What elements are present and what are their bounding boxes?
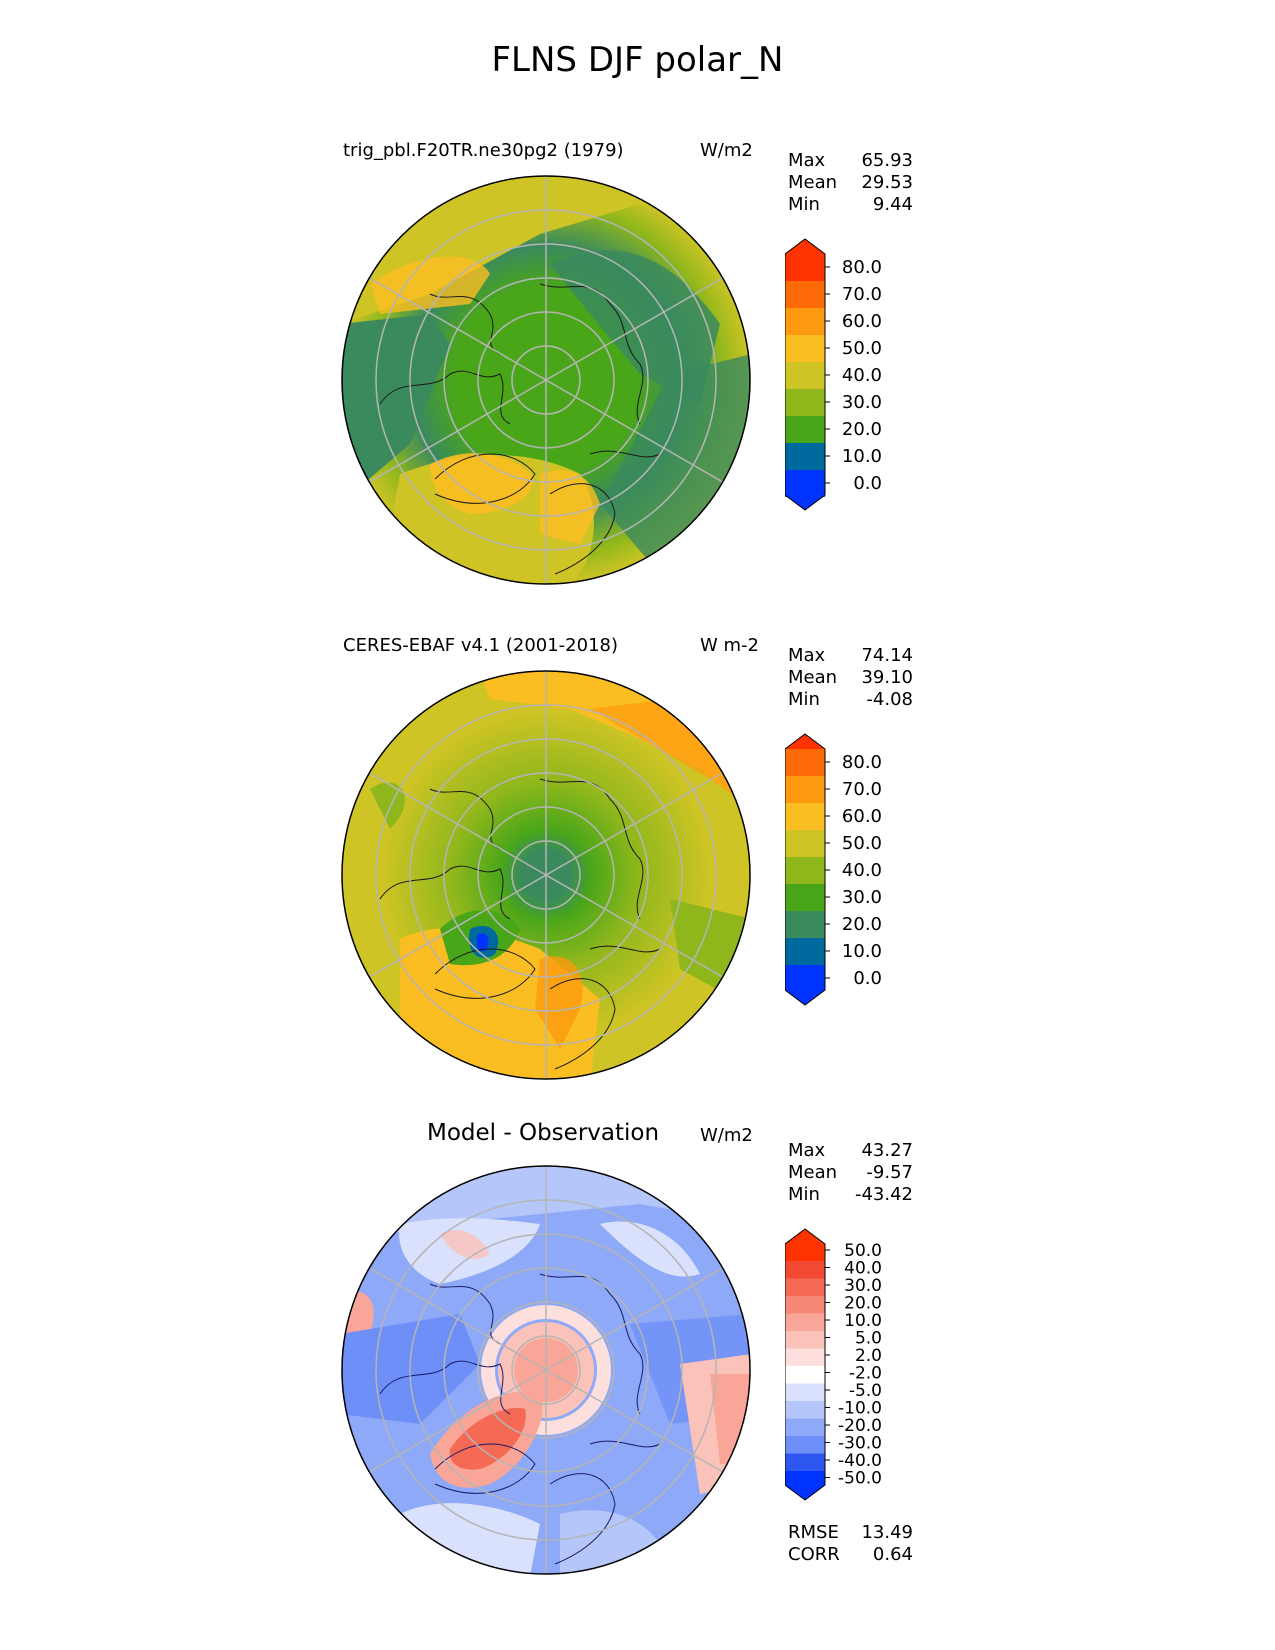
map-boundary [341, 175, 751, 585]
colorbar: 80.0 70.0 60.0 50.0 40.0 30.0 20.0 10.0 … [785, 733, 882, 1006]
colorbar-tick-label: -20.0 [838, 1416, 882, 1436]
panel-observation: CERES-EBAF v4.1 (2001-2018) W m-2 Max 74.… [0, 625, 1275, 1095]
panel-difference: Model - Observation W/m2 Max 43.27 Mean -9… [0, 1120, 1275, 1590]
colorbar-tick-label: 50.0 [842, 833, 882, 854]
stat-max: Max 65.93 [788, 150, 913, 171]
colorbar-tick-label: 80.0 [842, 257, 882, 278]
map-boundary [341, 670, 751, 1080]
colorbar: 50.0 40.0 30.0 20.0 10.0 5.0 2.0 -2.0 -5… [785, 1228, 882, 1501]
panel-units: W/m2 [700, 140, 753, 161]
stat-min: Min 9.44 [788, 194, 913, 215]
colorbar-tick-label: 80.0 [842, 752, 882, 773]
colorbar-tick-label: -10.0 [838, 1399, 882, 1419]
polar-map-model [341, 175, 751, 585]
colorbar-tick-label: 10.0 [844, 1311, 882, 1331]
colorbar-tick-label: -2.0 [849, 1364, 882, 1384]
colorbar-tick-label: -5.0 [849, 1381, 882, 1401]
colorbar-tick-label: 0.0 [853, 473, 882, 494]
colorbar-tick-label: 0.0 [853, 968, 882, 989]
skill-stats: RMSE 13.49 CORR 0.64 [788, 1522, 913, 1566]
graticule [368, 176, 724, 584]
stat-max: Max 74.14 [788, 645, 913, 666]
colorbar-tick-label: 20.0 [844, 1294, 882, 1314]
colorbar-tick-label: 50.0 [844, 1241, 882, 1261]
colorbar-tick-label: 30.0 [842, 392, 882, 413]
colorbar-blocks [785, 239, 825, 510]
colorbar-tick-label: 2.0 [855, 1346, 882, 1366]
panel-title: CERES-EBAF v4.1 (2001-2018) [343, 635, 619, 656]
stats-box: Max 65.93 Mean 29.53 Min 9.44 [788, 150, 913, 216]
panel-title: Model - Observation [427, 1120, 660, 1146]
colorbar-tick-label: 40.0 [844, 1259, 882, 1279]
stat-mean: Mean 29.53 [788, 172, 913, 193]
map-boundary [341, 1165, 751, 1575]
panel-model: trig_pbl.F20TR.ne30pg2 (1979) W/m2 Max 65… [0, 130, 1275, 600]
colorbar-tick-label: 10.0 [842, 941, 882, 962]
stat-mean: Mean 39.10 [788, 667, 913, 688]
colorbar-tick-label: 5.0 [855, 1329, 882, 1349]
colorbar-tick-label: -40.0 [838, 1451, 882, 1471]
colorbar-tick-label: -30.0 [838, 1434, 882, 1454]
colorbar-tick-label: 70.0 [842, 284, 882, 305]
stat-rmse: RMSE 13.49 [788, 1522, 913, 1543]
coastlines [379, 1273, 661, 1565]
colorbar: 80.0 70.0 60.0 50.0 40.0 30.0 20.0 10.0 … [785, 238, 882, 511]
colorbar-tick-label: 30.0 [842, 887, 882, 908]
figure-title: FLNS DJF polar_N [491, 40, 784, 80]
graticule [368, 1166, 724, 1574]
colorbar-blocks [785, 1229, 825, 1500]
colorbar-blocks [785, 734, 825, 1005]
stat-max: Max 43.27 [788, 1140, 913, 1161]
stat-corr: CORR 0.64 [788, 1544, 913, 1565]
colorbar-tick-label: 50.0 [842, 338, 882, 359]
panel-units: W m-2 [700, 635, 760, 656]
colorbar-tick-label: 70.0 [842, 779, 882, 800]
stat-min: Min -43.42 [788, 1184, 913, 1205]
panel-title: trig_pbl.F20TR.ne30pg2 (1979) [343, 140, 624, 161]
colorbar-tick-label: 40.0 [842, 365, 882, 386]
colorbar-tick-label: 10.0 [842, 446, 882, 467]
colorbar-tick-label: 60.0 [842, 806, 882, 827]
colorbar-tick-label: -50.0 [838, 1469, 882, 1489]
stat-mean: Mean -9.57 [788, 1162, 913, 1183]
colorbar-tick-label: 40.0 [842, 860, 882, 881]
colorbar-tick-label: 60.0 [842, 311, 882, 332]
stat-min: Min -4.08 [788, 689, 913, 710]
stats-box: Max 43.27 Mean -9.57 Min -43.42 [788, 1140, 913, 1206]
panel-units: W/m2 [700, 1125, 753, 1146]
polar-map-difference [341, 1165, 751, 1575]
colorbar-tick-label: 30.0 [844, 1276, 882, 1296]
stats-box: Max 74.14 Mean 39.10 Min -4.08 [788, 645, 913, 711]
graticule [368, 671, 724, 1079]
colorbar-tick-label: 20.0 [842, 419, 882, 440]
polar-map-observation [341, 670, 751, 1080]
colorbar-tick-label: 20.0 [842, 914, 882, 935]
